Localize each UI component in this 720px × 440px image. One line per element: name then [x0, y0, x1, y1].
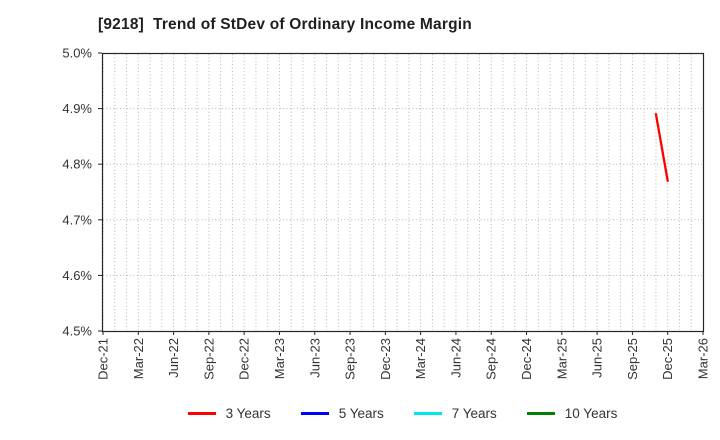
x-tick-label: Mar-25 [554, 338, 569, 379]
legend-label: 7 Years [451, 405, 497, 421]
x-tick-label: Jun-25 [590, 338, 605, 378]
x-tick-label: Jun-23 [307, 338, 322, 378]
y-tick-label: 5.0% [62, 46, 92, 61]
legend-line-swatch [413, 411, 442, 415]
x-tick-label: Mar-23 [272, 338, 287, 379]
legend: 3 Years 5 Years 7 Years 10 Years [102, 401, 703, 425]
legend-item-3-years: 3 Years [187, 405, 271, 421]
legend-label: 3 Years [225, 405, 271, 421]
y-tick-label: 4.5% [62, 324, 92, 339]
legend-item-10-years: 10 Years [526, 405, 618, 421]
x-tick-label: Jun-24 [448, 338, 463, 378]
x-tick-label: Dec-21 [96, 338, 111, 380]
x-tick-label: Dec-22 [237, 338, 252, 380]
y-tick-label: 4.7% [62, 212, 92, 227]
x-tick-label: Jun-22 [166, 338, 181, 378]
legend-item-5-years: 5 Years [300, 405, 384, 421]
y-tick-label: 4.8% [62, 157, 92, 172]
x-tick-label: Sep-25 [625, 338, 640, 380]
x-tick-label: Mar-24 [413, 338, 428, 379]
x-tick-label: Mar-22 [131, 338, 146, 379]
x-tick-label: Dec-24 [519, 338, 534, 380]
y-tick-label: 4.6% [62, 268, 92, 283]
x-tick-label: Mar-26 [696, 338, 711, 379]
x-tick-label: Dec-25 [660, 338, 675, 380]
x-tick-label: Sep-24 [484, 338, 499, 380]
legend-line-swatch [300, 411, 329, 415]
x-tick-label: Dec-23 [378, 338, 393, 380]
legend-item-7-years: 7 Years [413, 405, 497, 421]
series-line-3-years [654, 113, 669, 183]
legend-line-swatch [526, 411, 555, 415]
plot-frame [101, 52, 705, 333]
y-tick-label: 4.9% [62, 101, 92, 116]
x-tick-label: Sep-23 [343, 338, 358, 380]
legend-label: 5 Years [338, 405, 384, 421]
legend-label: 10 Years [564, 405, 618, 421]
legend-line-swatch [187, 411, 216, 415]
chart-title: [9218] Trend of StDev of Ordinary Income… [98, 16, 472, 33]
x-tick-label: Sep-22 [201, 338, 216, 380]
